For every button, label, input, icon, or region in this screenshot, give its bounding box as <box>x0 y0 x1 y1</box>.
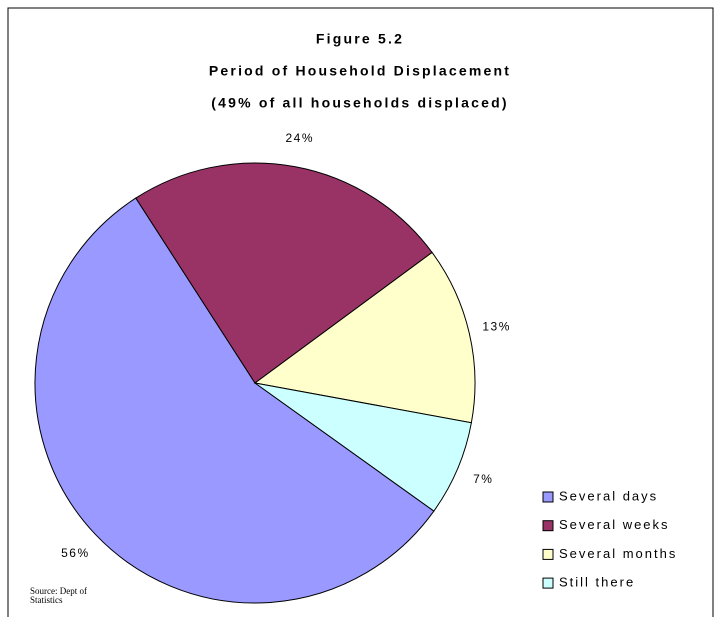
legend-label: Still there <box>559 575 635 590</box>
pie-slice <box>135 162 433 384</box>
legend-swatch <box>542 520 554 532</box>
frame <box>7 7 714 617</box>
pie-slice <box>34 197 435 604</box>
data-label: 7% <box>473 472 493 486</box>
chart-title: Period of Household Displacement <box>209 63 511 79</box>
legend-swatch <box>542 491 554 503</box>
chart-title: (49% of all households displaced) <box>211 95 508 111</box>
legend-label: Several months <box>559 546 677 561</box>
legend-swatch <box>542 548 554 560</box>
data-label: 56% <box>61 546 90 560</box>
legend-label: Several weeks <box>559 517 670 532</box>
data-label: 24% <box>286 131 315 145</box>
pie-slice <box>254 382 472 512</box>
chart-title: Figure 5.2 <box>316 31 404 47</box>
legend-swatch <box>542 577 554 589</box>
data-label: 13% <box>482 319 511 333</box>
source-note: Source: Dept of Statistics <box>30 586 87 605</box>
legend-label: Several days <box>559 488 658 503</box>
pie-slice <box>253 251 476 424</box>
